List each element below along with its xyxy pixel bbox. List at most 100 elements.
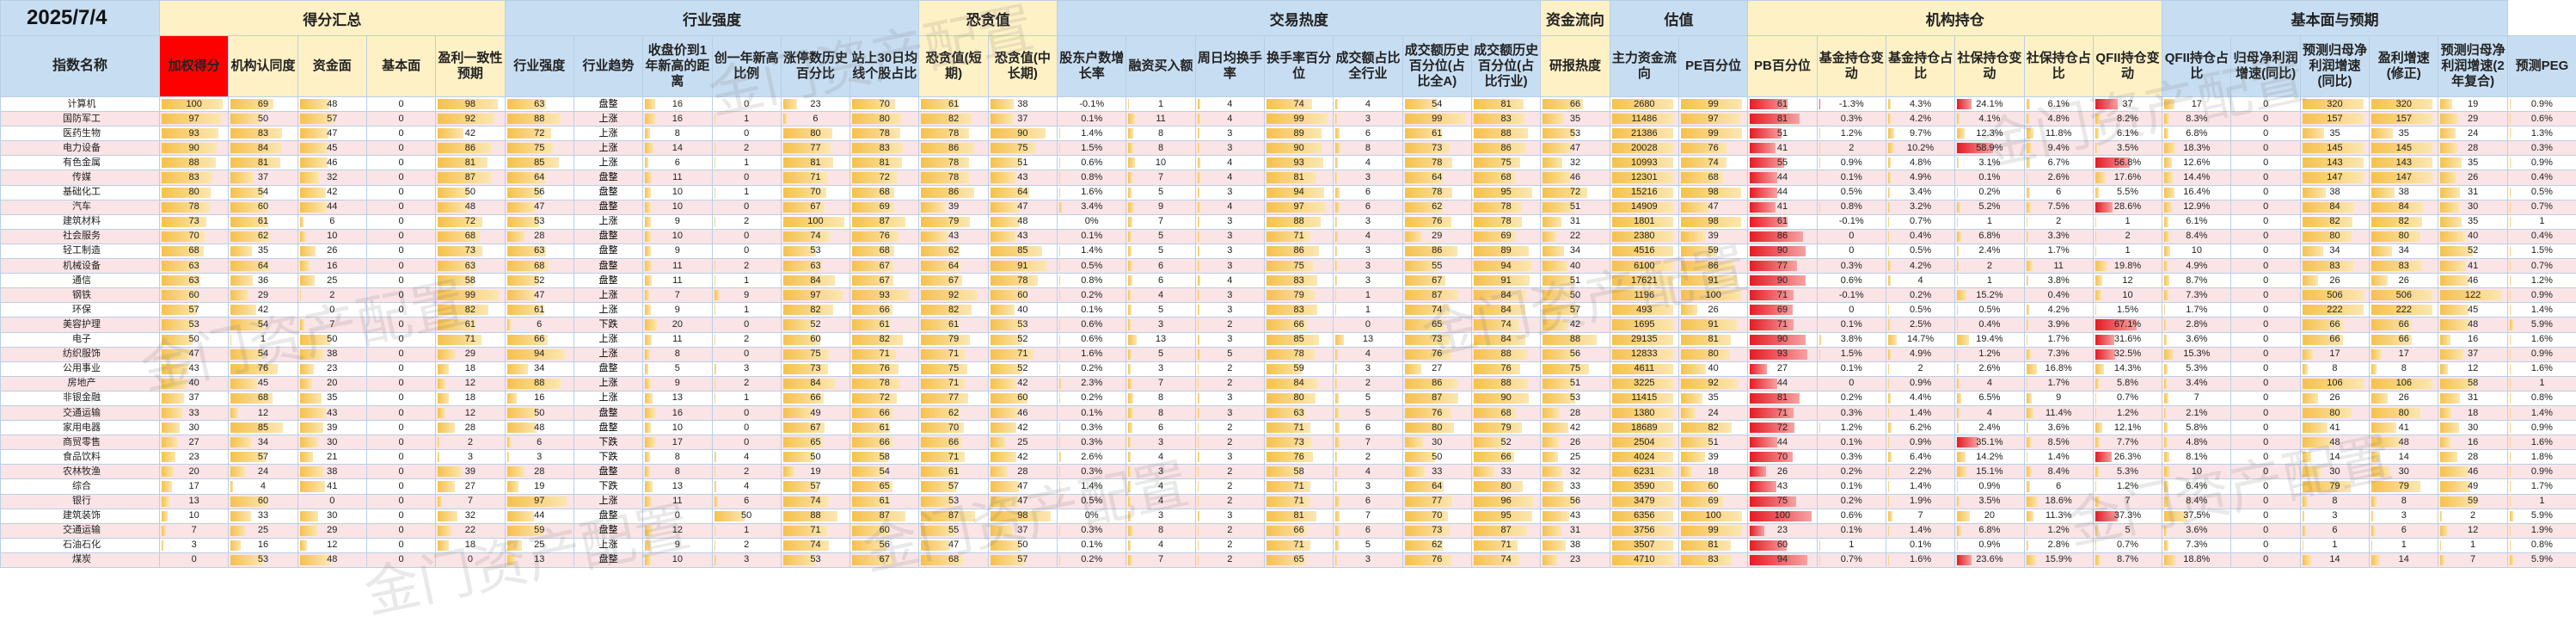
value-text: 0.5%: [1910, 305, 1931, 315]
column-header[interactable]: 成交额历史百分位(占比全A): [1402, 36, 1471, 97]
value-text: 2: [1365, 452, 1371, 462]
value-text: 78: [880, 378, 890, 388]
value-text: 5.8%: [2117, 378, 2138, 388]
column-header[interactable]: 研报热度: [1541, 36, 1610, 97]
column-header[interactable]: 预测PEG: [2507, 36, 2576, 97]
value-text: 17621: [1631, 275, 1658, 286]
data-bar: [2510, 349, 2511, 360]
value-cell: 6: [1126, 421, 1195, 435]
data-bar: [1335, 511, 1340, 521]
data-bar: [1335, 496, 1339, 507]
column-header[interactable]: 预测归母净利润增速(2年复合): [2438, 36, 2507, 97]
value-cell: 12: [229, 405, 297, 420]
column-header[interactable]: 换手率百分位: [1265, 36, 1334, 97]
value-cell: 85: [505, 156, 573, 170]
data-bar: [1128, 555, 1132, 565]
value-cell: 2: [712, 141, 781, 156]
column-header[interactable]: 周日均换手率: [1195, 36, 1264, 97]
data-bar: [2440, 128, 2455, 139]
column-header[interactable]: 主力资金流向: [1610, 36, 1678, 97]
name-column-header[interactable]: 指数名称: [1, 36, 160, 97]
column-header[interactable]: 行业趋势: [573, 36, 642, 97]
data-bar: [1681, 335, 1731, 345]
column-header[interactable]: 成交额历史百分位(占比行业): [1471, 36, 1540, 97]
value-text: 80: [1294, 392, 1304, 403]
column-header[interactable]: 盈利一致性预期: [436, 36, 505, 97]
column-header[interactable]: 归母净利润增速(同比): [2231, 36, 2300, 97]
value-text: 147: [2396, 172, 2412, 182]
column-header[interactable]: 恐贪值(短期): [919, 36, 988, 97]
column-header[interactable]: 股东户数增长率: [1058, 36, 1126, 97]
column-header[interactable]: 基本面: [366, 36, 435, 97]
value-cell: 60: [1748, 538, 1817, 552]
column-header[interactable]: 收盘价到1年新高的距离: [643, 36, 712, 97]
data-bar: [2440, 555, 2444, 565]
column-header[interactable]: 资金面: [297, 36, 366, 97]
column-header[interactable]: 涨停数历史百分比: [781, 36, 849, 97]
column-header[interactable]: 盈利增速(修正): [2370, 36, 2438, 97]
column-header[interactable]: 行业强度: [505, 36, 573, 97]
column-header[interactable]: 站上30日均线个股占比: [850, 36, 919, 97]
value-text: 43: [1017, 231, 1027, 241]
value-text: 75: [810, 348, 820, 359]
column-header[interactable]: 创一年新高比例: [712, 36, 781, 97]
column-header[interactable]: 成交额占比全行业: [1334, 36, 1402, 97]
column-header[interactable]: QFII持仓占比: [2162, 36, 2231, 97]
column-header[interactable]: 基金持仓变动: [1817, 36, 1886, 97]
value-text: 11: [1156, 114, 1165, 124]
value-cell: 16.4%: [2162, 185, 2231, 200]
value-cell: 84: [1471, 288, 1540, 303]
column-header[interactable]: 基金持仓占比: [1886, 36, 1954, 97]
column-header[interactable]: 融资买入额: [1126, 36, 1195, 97]
column-header[interactable]: QFII持仓变动: [2093, 36, 2162, 97]
value-text: 43: [327, 408, 337, 418]
value-text: 0.2%: [1841, 392, 1862, 403]
column-header[interactable]: PB百分位: [1748, 36, 1817, 97]
column-header[interactable]: 加权得分: [160, 36, 229, 97]
data-bar: [2164, 305, 2165, 315]
value-text: 4: [261, 481, 266, 491]
value-text: 0: [2263, 216, 2268, 226]
column-header[interactable]: PE百分位: [1678, 36, 1747, 97]
column-header[interactable]: 社保持仓变动: [1955, 36, 2024, 97]
value-cell: 32: [297, 170, 366, 185]
column-header[interactable]: 预测归母净利润增速(同比): [2300, 36, 2369, 97]
column-header[interactable]: 恐贪值(中长期): [988, 36, 1057, 97]
value-text: 100: [1705, 510, 1720, 521]
column-header[interactable]: 社保持仓占比: [2024, 36, 2093, 97]
column-header[interactable]: 机构认同度: [229, 36, 297, 97]
data-bar: [783, 496, 829, 507]
